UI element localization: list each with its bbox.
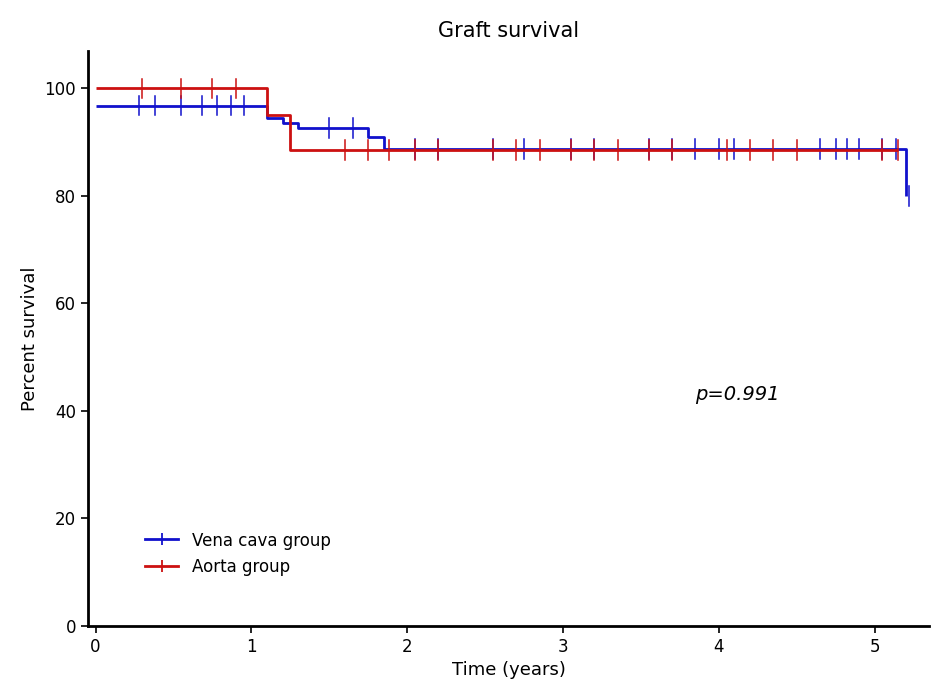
Y-axis label: Percent survival: Percent survival bbox=[21, 266, 39, 410]
Text: p=0.991: p=0.991 bbox=[695, 385, 780, 404]
X-axis label: Time (years): Time (years) bbox=[451, 662, 565, 679]
Legend: Vena cava group, Aorta group: Vena cava group, Aorta group bbox=[138, 525, 337, 583]
Title: Graft survival: Graft survival bbox=[438, 21, 580, 41]
